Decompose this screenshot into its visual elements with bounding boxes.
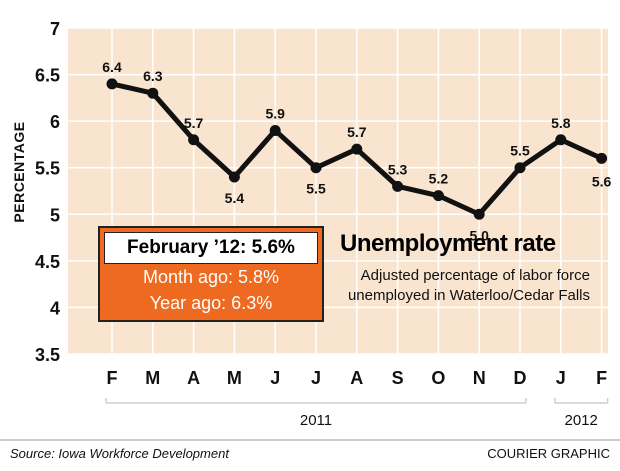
credit-note: COURIER GRAPHIC	[487, 446, 610, 461]
data-point	[392, 180, 404, 192]
year-label: 2011	[300, 412, 332, 429]
x-tick-label: J	[311, 368, 321, 388]
x-tick-label: O	[431, 368, 445, 388]
data-point	[228, 171, 240, 183]
y-axis-label: PERCENTAGE	[11, 121, 27, 222]
y-tick-label: 4	[50, 298, 60, 318]
x-tick-label: F	[107, 368, 118, 388]
y-tick-label: 4.5	[35, 252, 60, 272]
y-axis-ticks: 3.5 4 4.5 5 5.5 6 6.5 7	[35, 19, 60, 365]
data-label: 5.6	[592, 173, 612, 189]
data-label: 5.2	[429, 171, 449, 187]
x-tick-label: A	[187, 368, 200, 388]
data-point	[147, 87, 159, 99]
x-tick-label: D	[514, 368, 527, 388]
callout-month-ago: Month ago: 5.8%	[142, 267, 280, 287]
data-label: 5.0	[469, 227, 489, 243]
data-label: 5.5	[306, 181, 326, 197]
chart-subtitle: Adjusted percentage of labor force unemp…	[347, 267, 590, 304]
x-tick-label: N	[473, 368, 486, 388]
data-label: 5.4	[225, 190, 245, 206]
data-label: 5.8	[551, 115, 571, 131]
data-label: 5.7	[184, 115, 204, 131]
data-point	[596, 152, 608, 164]
data-point	[432, 190, 444, 202]
y-tick-label: 6	[50, 112, 60, 132]
y-tick-label: 5	[50, 205, 60, 225]
x-tick-label: A	[350, 368, 363, 388]
year-groups: 2011 2012	[105, 398, 609, 429]
x-tick-label: J	[556, 368, 566, 388]
data-point	[269, 124, 281, 136]
data-point	[473, 208, 485, 220]
x-tick-label: M	[145, 368, 160, 388]
data-point	[351, 143, 363, 155]
data-label: 5.5	[510, 143, 530, 159]
data-point	[188, 134, 200, 146]
data-label: 5.9	[265, 105, 285, 121]
data-point	[555, 134, 567, 146]
data-label: 5.3	[388, 161, 408, 177]
x-tick-label: S	[392, 368, 404, 388]
source-note: Source: Iowa Workforce Development	[10, 446, 230, 461]
y-tick-label: 5.5	[35, 159, 60, 179]
y-tick-label: 3.5	[35, 345, 60, 365]
chart-title: Unemployment rate	[340, 230, 556, 257]
y-tick-label: 7	[50, 19, 60, 39]
x-tick-label: J	[270, 368, 280, 388]
x-tick-label: F	[596, 368, 607, 388]
data-label: 6.4	[102, 59, 122, 75]
callout-year-ago: Year ago: 6.3%	[149, 293, 273, 313]
data-label: 6.3	[143, 68, 163, 84]
year-label: 2012	[565, 412, 598, 429]
data-point	[514, 162, 526, 174]
callout-box: February ’12: 5.6% Month ago: 5.8% Year …	[98, 226, 324, 322]
y-tick-label: 6.5	[35, 66, 60, 86]
data-label: 5.7	[347, 124, 367, 140]
x-tick-label: M	[227, 368, 242, 388]
series-line-group	[106, 78, 608, 220]
data-labels: 6.4 6.3 5.7 5.4 5.9 5.5 5.7 5.3 5.2 5.0 5.5 5.8 5.6	[102, 59, 611, 243]
data-point	[310, 162, 322, 174]
data-point	[106, 78, 118, 90]
callout-headline: February ’12: 5.6%	[104, 232, 318, 264]
